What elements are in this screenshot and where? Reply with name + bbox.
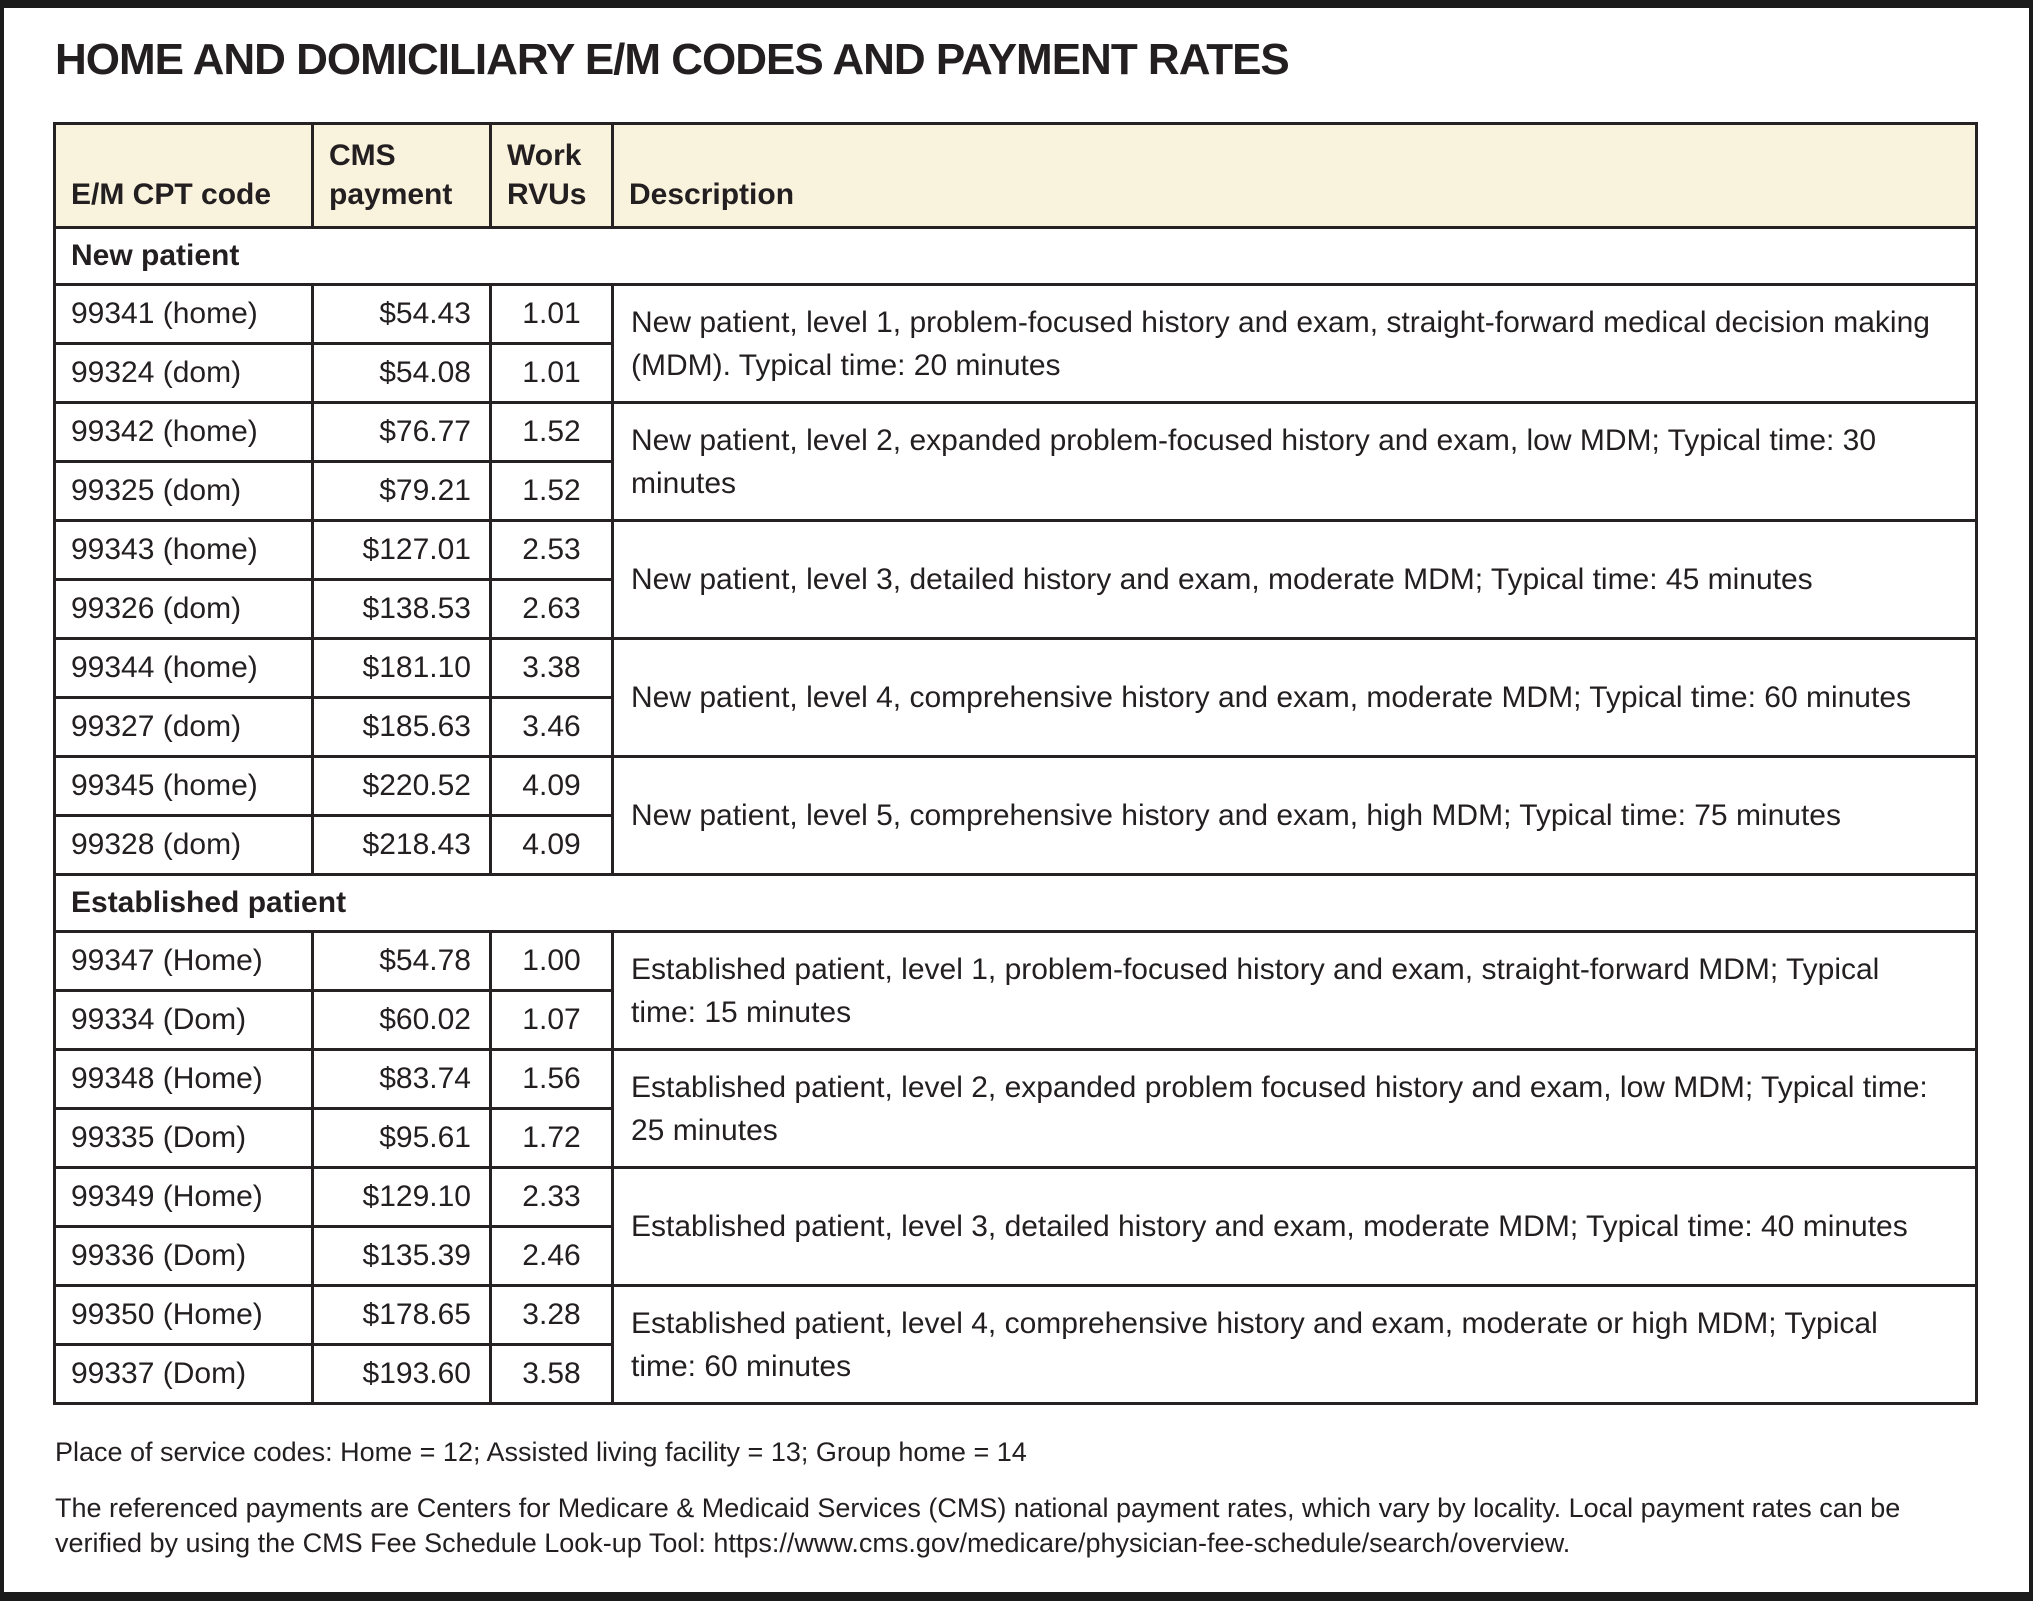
payment-cell: $54.78 — [311, 930, 492, 993]
table-row: 99326 (dom) $138.53 2.63 — [53, 578, 1977, 641]
rvu-cell: 1.72 — [489, 1107, 614, 1170]
payment-cell: $79.21 — [311, 460, 492, 523]
description-cell: Established patient, level 2, expanded p… — [611, 1048, 1978, 1170]
rvu-cell: 1.52 — [489, 401, 614, 464]
table-row: 99344 (home) $181.10 3.38 New patient, l… — [53, 637, 1978, 759]
section-row-new-patient: New patient — [53, 226, 1978, 287]
payment-cell: $218.43 — [311, 814, 492, 877]
payment-cell: $60.02 — [311, 989, 492, 1052]
table-row: 99328 (dom) $218.43 4.09 — [53, 814, 1977, 877]
table-row: 99334 (Dom) $60.02 1.07 — [53, 989, 1977, 1052]
section-row-established-patient: Established patient — [53, 873, 1978, 934]
cpt-code-cell: 99337 (Dom) — [53, 1343, 314, 1406]
table-row: 99341 (home) $54.43 1.01 New patient, le… — [53, 283, 1978, 405]
description-cell: New patient, level 2, expanded problem-f… — [611, 401, 1978, 523]
cpt-code-cell: 99334 (Dom) — [53, 989, 314, 1052]
cpt-code-cell: 99350 (Home) — [53, 1284, 314, 1347]
table-row: 99335 (Dom) $95.61 1.72 — [53, 1107, 1977, 1170]
table-row: 99345 (home) $220.52 4.09 New patient, l… — [53, 755, 1978, 877]
rvu-cell: 3.28 — [489, 1284, 614, 1347]
cpt-code-cell: 99347 (Home) — [53, 930, 314, 993]
rvu-cell: 2.53 — [489, 519, 614, 582]
rvu-cell: 1.56 — [489, 1048, 614, 1111]
table-row: 99350 (Home) $178.65 3.28 Established pa… — [53, 1284, 1978, 1406]
payment-cell: $185.63 — [311, 696, 492, 759]
table-row: 99342 (home) $76.77 1.52 New patient, le… — [53, 401, 1978, 523]
footnote-place-of-service: Place of service codes: Home = 12; Assis… — [55, 1437, 1027, 1468]
description-cell: New patient, level 3, detailed history a… — [611, 519, 1978, 641]
description-cell: Established patient, level 1, problem-fo… — [611, 930, 1978, 1052]
rvu-cell: 4.09 — [489, 814, 614, 877]
section-label: New patient — [53, 226, 1978, 287]
description-cell: New patient, level 4, comprehensive hist… — [611, 637, 1978, 759]
cpt-code-cell: 99324 (dom) — [53, 342, 314, 405]
cpt-code-cell: 99343 (home) — [53, 519, 314, 582]
header-row: E/M CPT code CMS payment Work RVUs Descr… — [53, 122, 1978, 230]
payment-cell: $181.10 — [311, 637, 492, 700]
cpt-code-cell: 99336 (Dom) — [53, 1225, 314, 1288]
cpt-code-cell: 99349 (Home) — [53, 1166, 314, 1229]
payment-cell: $54.08 — [311, 342, 492, 405]
rvu-cell: 1.07 — [489, 989, 614, 1052]
cpt-code-cell: 99341 (home) — [53, 283, 314, 346]
cpt-code-cell: 99326 (dom) — [53, 578, 314, 641]
description-cell: Established patient, level 4, comprehens… — [611, 1284, 1978, 1406]
table-row: 99347 (Home) $54.78 1.00 Established pat… — [53, 930, 1978, 1052]
rvu-cell: 4.09 — [489, 755, 614, 818]
rvu-cell: 2.33 — [489, 1166, 614, 1229]
description-cell: New patient, level 1, problem-focused hi… — [611, 283, 1978, 405]
rvu-cell: 1.00 — [489, 930, 614, 993]
payment-cell: $193.60 — [311, 1343, 492, 1406]
footnote-cms-rates: The referenced payments are Centers for … — [55, 1493, 1901, 1559]
rvu-cell: 1.52 — [489, 460, 614, 523]
rvu-cell: 2.46 — [489, 1225, 614, 1288]
cpt-code-cell: 99345 (home) — [53, 755, 314, 818]
rvu-cell: 2.63 — [489, 578, 614, 641]
cpt-code-cell: 99325 (dom) — [53, 460, 314, 523]
table-row: 99325 (dom) $79.21 1.52 — [53, 460, 1977, 523]
em-codes-table: E/M CPT code CMS payment Work RVUs Descr… — [53, 122, 1978, 1406]
table-row: 99327 (dom) $185.63 3.46 — [53, 696, 1977, 759]
col-header-description: Description — [611, 122, 1978, 230]
rvu-cell: 3.38 — [489, 637, 614, 700]
cpt-code-cell: 99344 (home) — [53, 637, 314, 700]
col-header-cms-payment: CMS payment — [311, 122, 492, 230]
payment-cell: $220.52 — [311, 755, 492, 818]
rvu-cell: 1.01 — [489, 342, 614, 405]
payment-cell: $135.39 — [311, 1225, 492, 1288]
payment-cell: $127.01 — [311, 519, 492, 582]
table-row: 99336 (Dom) $135.39 2.46 — [53, 1225, 1977, 1288]
page-title: HOME AND DOMICILIARY E/M CODES AND PAYME… — [55, 35, 1290, 84]
rvu-cell: 3.46 — [489, 696, 614, 759]
cpt-code-cell: 99342 (home) — [53, 401, 314, 464]
description-cell: Established patient, level 3, detailed h… — [611, 1166, 1978, 1288]
table-row: 99343 (home) $127.01 2.53 New patient, l… — [53, 519, 1978, 641]
payment-cell: $76.77 — [311, 401, 492, 464]
rvu-cell: 1.01 — [489, 283, 614, 346]
description-cell: New patient, level 5, comprehensive hist… — [611, 755, 1978, 877]
cpt-code-cell: 99327 (dom) — [53, 696, 314, 759]
section-label: Established patient — [53, 873, 1978, 934]
rvu-cell: 3.58 — [489, 1343, 614, 1406]
payment-cell: $178.65 — [311, 1284, 492, 1347]
col-header-cpt-code: E/M CPT code — [53, 122, 314, 230]
payment-cell: $138.53 — [311, 578, 492, 641]
cpt-code-cell: 99328 (dom) — [53, 814, 314, 877]
payment-cell: $95.61 — [311, 1107, 492, 1170]
table-row: 99324 (dom) $54.08 1.01 — [53, 342, 1977, 405]
table-row: 99349 (Home) $129.10 2.33 Established pa… — [53, 1166, 1978, 1288]
table-row: 99337 (Dom) $193.60 3.58 — [53, 1343, 1977, 1406]
cpt-code-cell: 99348 (Home) — [53, 1048, 314, 1111]
payment-cell: $83.74 — [311, 1048, 492, 1111]
table-row: 99348 (Home) $83.74 1.56 Established pat… — [53, 1048, 1978, 1170]
payment-cell: $129.10 — [311, 1166, 492, 1229]
payment-cell: $54.43 — [311, 283, 492, 346]
cpt-code-cell: 99335 (Dom) — [53, 1107, 314, 1170]
col-header-work-rvus: Work RVUs — [489, 122, 614, 230]
